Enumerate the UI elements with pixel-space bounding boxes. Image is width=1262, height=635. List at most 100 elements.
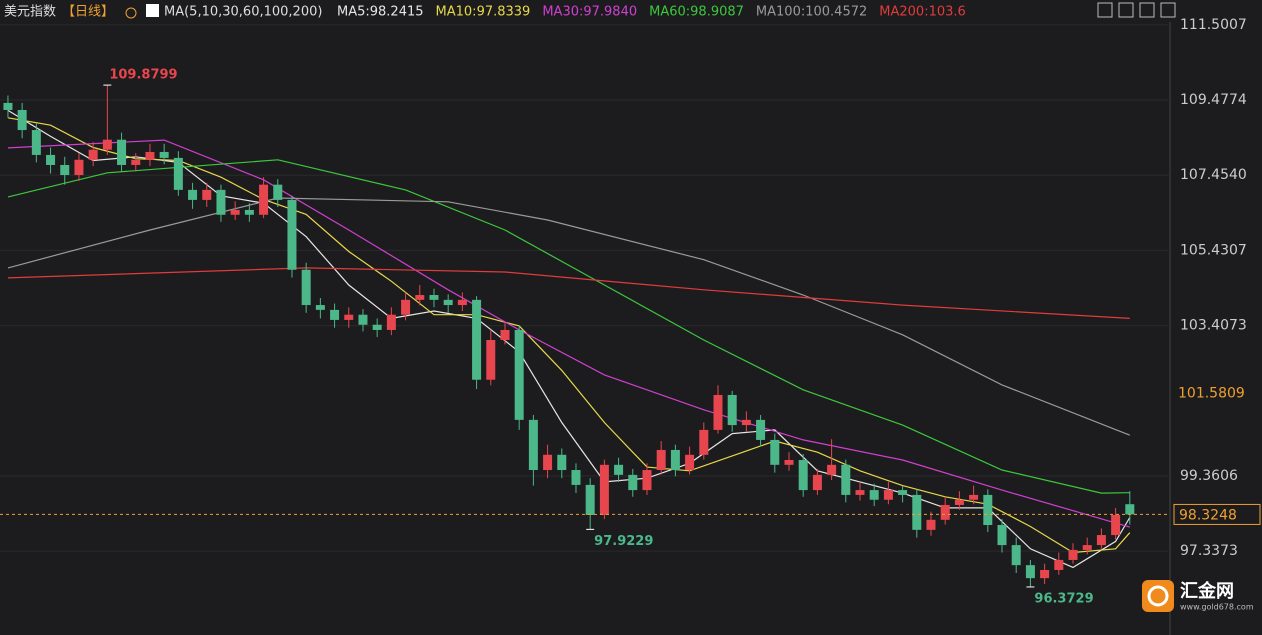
candle-body — [514, 329, 524, 420]
legend-entry: MA60:98.9087 — [649, 5, 744, 20]
candle-body — [699, 429, 709, 455]
candle-body — [713, 394, 723, 430]
candle-body — [188, 189, 198, 200]
candle-body — [429, 295, 439, 300]
candle-body — [685, 454, 695, 471]
y-tick-label: 97.3373 — [1180, 543, 1238, 559]
candle-body — [173, 157, 183, 190]
candle-body — [741, 419, 751, 426]
candle-body — [216, 189, 226, 215]
candle-body — [131, 159, 141, 165]
candle-body — [1111, 514, 1121, 536]
y-tick-label: 111.5007 — [1180, 17, 1247, 33]
marker-label: 101.5809 — [1178, 385, 1245, 401]
y-tick-label: 107.4540 — [1180, 167, 1247, 183]
candle-body — [287, 199, 297, 270]
candle-body — [912, 494, 922, 530]
candle-body — [827, 464, 837, 475]
candle-body — [31, 130, 41, 155]
candle-body — [230, 209, 240, 215]
candle-body — [656, 449, 666, 471]
legend-entry: MA10:97.8339 — [436, 5, 531, 20]
candle-body — [372, 324, 382, 330]
candle-body — [954, 499, 964, 505]
candle-body — [457, 299, 467, 306]
candle-body — [415, 295, 425, 300]
candle-body — [1125, 504, 1135, 515]
candle-body — [74, 159, 84, 176]
candle-body — [898, 490, 908, 495]
candle-body — [386, 314, 396, 330]
candle-body — [301, 269, 311, 306]
candle-body — [17, 109, 27, 131]
legend-entry: MA30:97.9840 — [542, 5, 637, 20]
y-tick-label: 105.4307 — [1180, 242, 1247, 258]
candle-body — [244, 209, 254, 215]
candle-body — [472, 299, 482, 380]
candle-body — [344, 314, 354, 320]
candle-body — [528, 419, 538, 471]
candle-body — [102, 139, 112, 150]
candle-body — [756, 419, 766, 440]
candle-body — [500, 329, 510, 340]
ma-label: MA(5,10,30,60,100,200) — [164, 5, 322, 20]
candle-body — [599, 464, 609, 515]
legend-entry: MA5:98.2415 — [337, 5, 424, 20]
title: 美元指数 — [4, 5, 56, 20]
candle-body — [3, 102, 13, 110]
legend-entry: MA200:103.6 — [879, 5, 966, 20]
y-tick-label: 99.3606 — [1180, 468, 1238, 484]
candle-body — [1068, 549, 1078, 560]
annotation: 96.3729 — [1034, 591, 1093, 606]
candle-body — [727, 394, 737, 426]
candle-body — [940, 504, 950, 520]
candle-body — [855, 490, 865, 495]
icon — [146, 4, 159, 17]
candle-body — [585, 484, 595, 515]
candle-body — [670, 449, 680, 471]
candle-body — [273, 184, 283, 200]
legend-entry: MA100:100.4572 — [756, 5, 867, 20]
candle-body — [46, 154, 56, 165]
candle-body — [1054, 559, 1064, 570]
candle-body — [330, 309, 340, 320]
ma-line — [7, 267, 1130, 319]
candle-body — [969, 494, 979, 500]
ma-line — [7, 197, 1131, 436]
candle-body — [88, 149, 98, 160]
candle-body — [983, 494, 993, 526]
candle-body — [770, 439, 780, 465]
candle-body — [1082, 545, 1092, 550]
candle-body — [1040, 569, 1050, 579]
watermark-url: www.gold678.com — [1180, 603, 1254, 612]
candle-body — [443, 299, 453, 306]
candle-body — [315, 305, 325, 310]
candle-body — [543, 454, 553, 471]
icon — [125, 7, 137, 19]
candle-body — [812, 474, 822, 491]
candle-body — [259, 184, 269, 215]
annotation: 97.9229 — [594, 534, 653, 549]
candle-body — [557, 454, 567, 471]
candle-body — [642, 470, 652, 491]
candle-body — [358, 314, 368, 325]
watermark: 汇金网 www.gold678.com — [1142, 580, 1254, 612]
watermark-name: 汇金网 — [1180, 580, 1234, 602]
candle-body — [1025, 565, 1035, 579]
period: 【日线】 — [62, 5, 114, 20]
ma-line — [7, 109, 1131, 569]
price-box — [1173, 503, 1261, 525]
candle-body — [145, 151, 155, 160]
ma-line — [7, 117, 1131, 554]
annotation: 109.8799 — [109, 68, 177, 83]
candle-body — [571, 470, 581, 485]
toolbar-icons — [1097, 2, 1176, 18]
candle-body — [1096, 535, 1106, 546]
price-label: 98.3248 — [1179, 507, 1237, 523]
candle-body — [117, 139, 127, 165]
ma-line — [7, 159, 1130, 494]
candle-body — [798, 459, 808, 491]
y-tick-label: 103.4073 — [1180, 318, 1247, 334]
candle-body — [926, 519, 936, 530]
